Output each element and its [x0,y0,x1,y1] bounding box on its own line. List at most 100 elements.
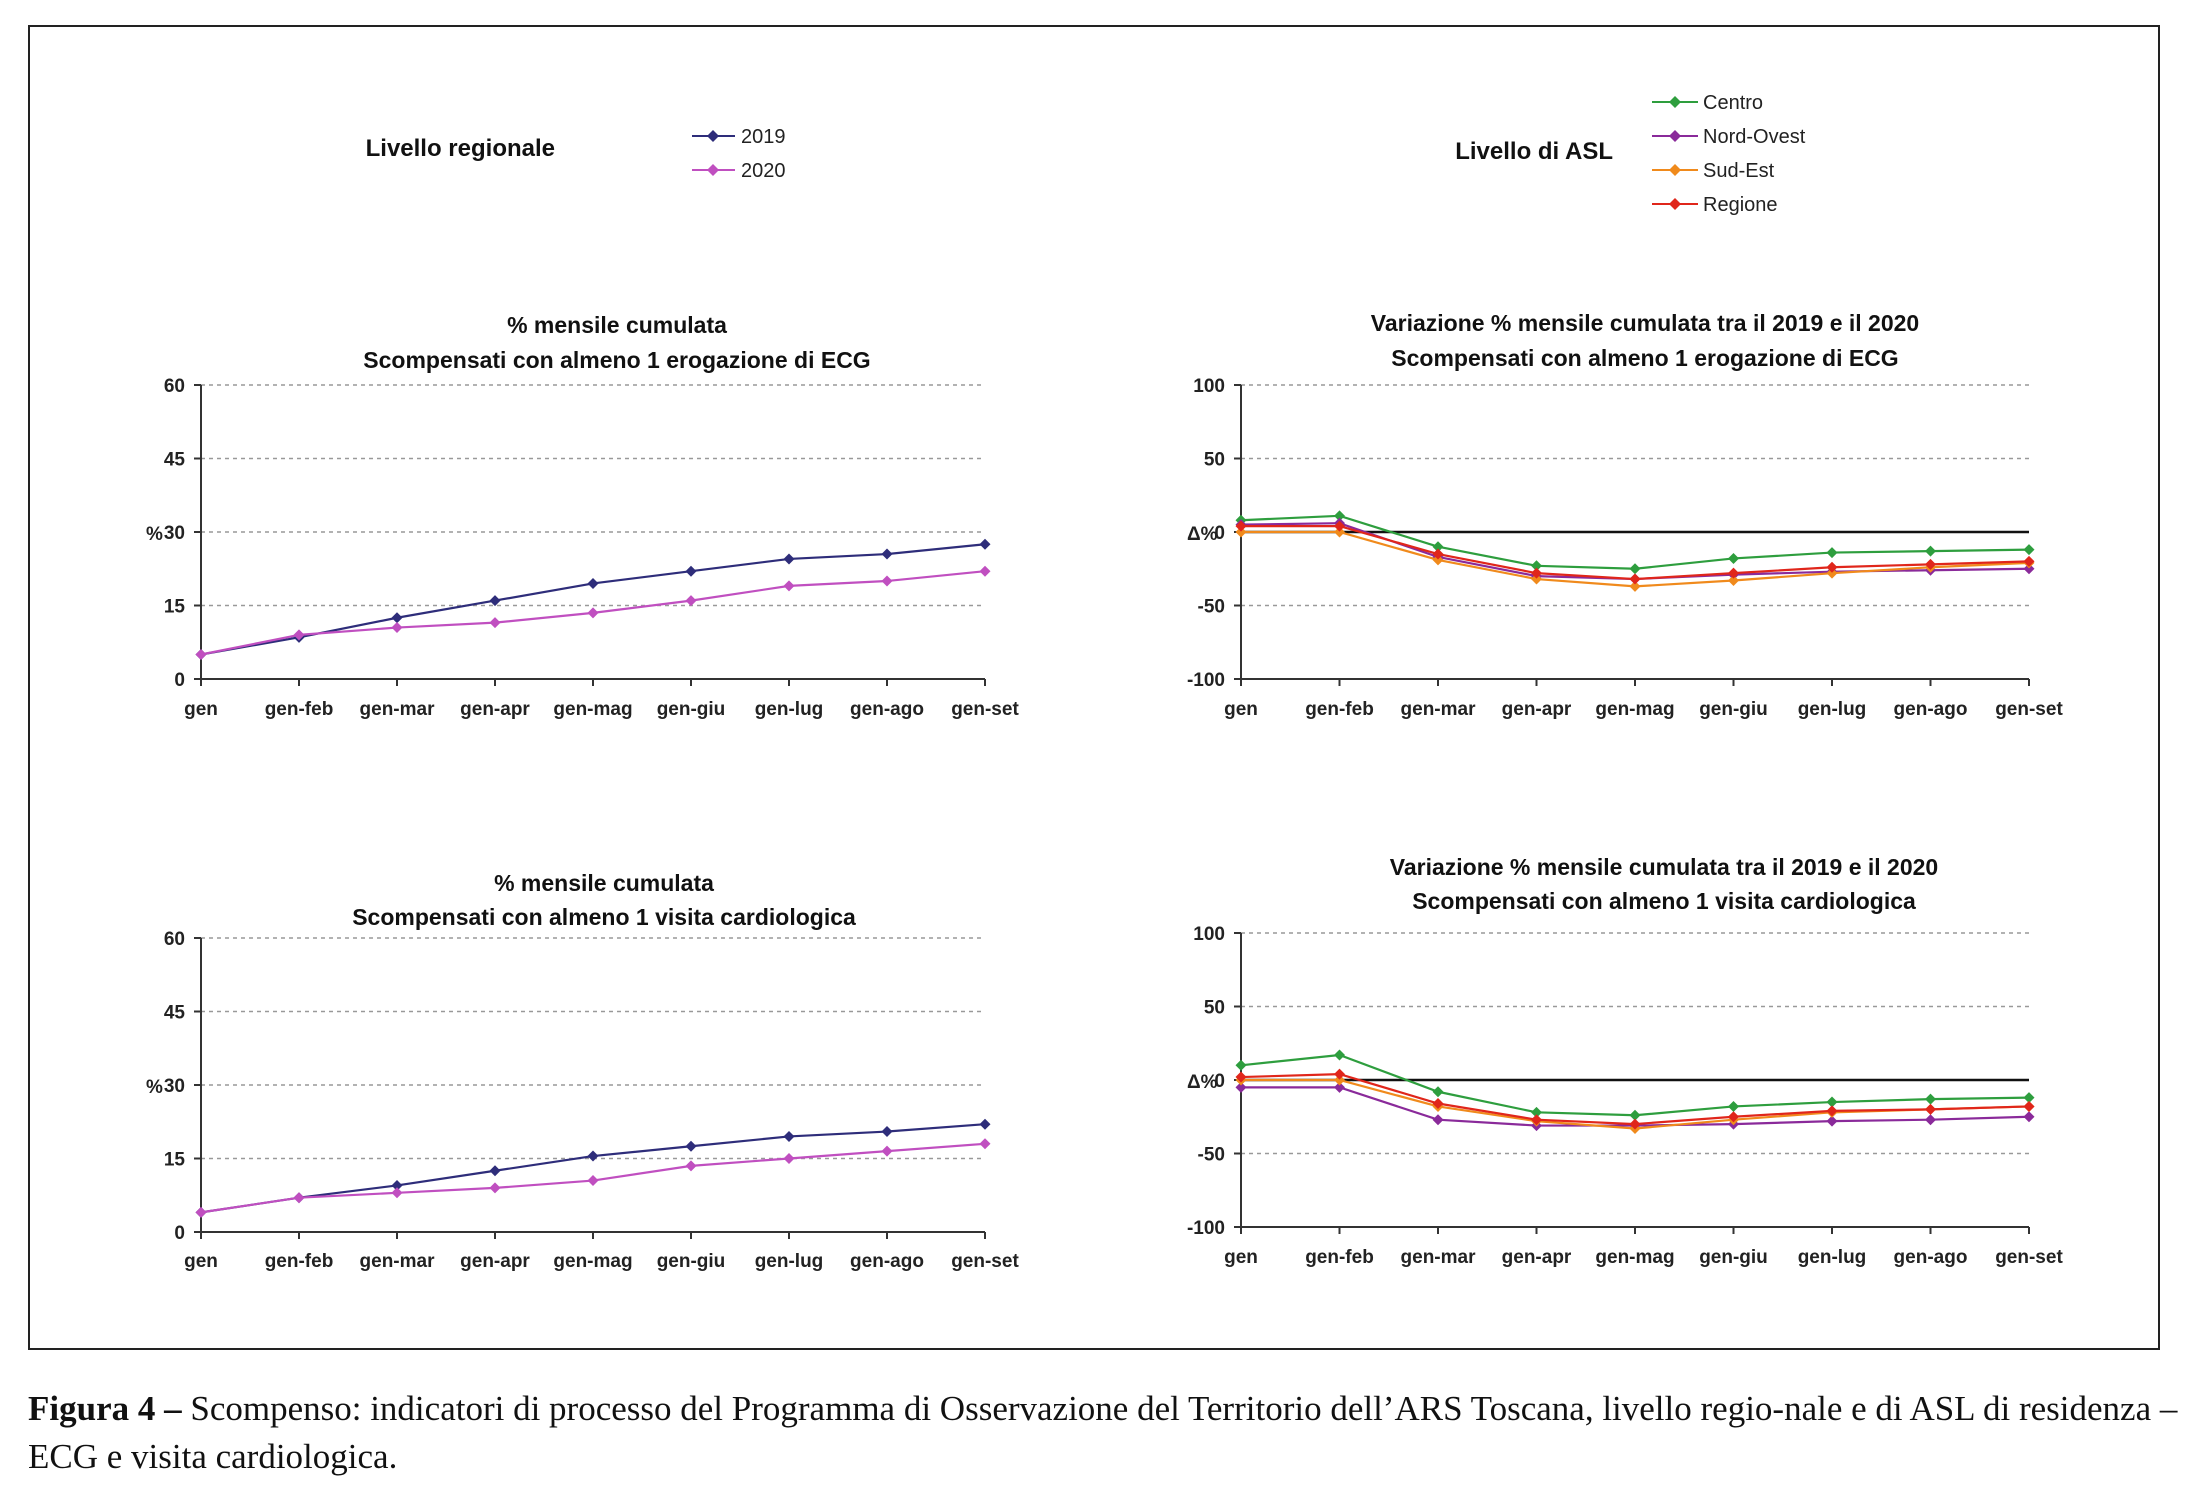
legend-marker-regione [1669,198,1681,210]
point-2020 [391,1187,403,1199]
point-regione [1334,1068,1345,1080]
point-centro [1629,563,1641,575]
point-sud-est [1728,575,1739,587]
y-tick-label: 30 [164,523,185,544]
point-regione [1432,1098,1444,1110]
point-centro [1235,1059,1247,1071]
x-tick-label: gen-ago [850,1251,924,1272]
point-2020 [489,617,501,629]
point-regione [1235,520,1247,532]
y-tick-label: 15 [164,597,186,618]
point-2019 [979,1118,991,1130]
y-tick-label: -50 [1198,1145,1225,1166]
series-line-2019 [200,543,986,656]
y-tick-label: 100 [1193,924,1225,945]
point-regione [1531,1114,1542,1126]
point-centro [1925,1093,1936,1105]
chart-4: Variazione % mensile cumulata tra il 201… [1187,854,2063,1268]
chart-title-line-2: Scompensati con almeno 1 visita cardiolo… [352,904,856,930]
y-tick-label: 0 [1214,1071,1225,1092]
x-tick-label: gen-set [951,1251,1019,1272]
x-tick-label: gen [1224,699,1258,720]
y-tick-label: 0 [174,670,185,691]
point-2019 [489,595,501,607]
x-tick-label: gen-giu [1699,1247,1768,1268]
chart-title-line-1: Variazione % mensile cumulata tra il 201… [1371,310,1919,336]
point-centro [1629,1109,1641,1121]
point-2020 [685,1160,697,1172]
y-tick-label: 0 [174,1223,185,1244]
x-tick-label: gen-mar [1401,1247,1477,1268]
point-2020 [979,1138,991,1150]
point-centro [1826,547,1838,559]
x-tick-label: gen-lug [755,1251,824,1272]
point-nord-ovest [1432,1114,1444,1126]
x-tick-label: gen-giu [657,1251,726,1272]
point-sud-est [1432,554,1444,566]
legend-asl-title: Livello di ASL [1455,138,1613,165]
x-tick-label: gen-mag [553,1251,632,1272]
chart-title-line-1: Variazione % mensile cumulata tra il 201… [1390,854,1938,880]
point-centro [2023,1092,2035,1104]
legend-label-nord-ovest: Nord-Ovest [1703,126,1806,148]
point-2019 [881,1126,893,1138]
point-regione [1629,1118,1641,1130]
point-2020 [881,1145,893,1157]
point-2019 [391,1179,403,1191]
y-tick-label: -100 [1187,1218,1225,1239]
point-nord-ovest [1235,1081,1247,1093]
legend-marker-2019 [707,130,719,142]
y-axis-label: Δ% [1187,524,1218,545]
point-nord-ovest [2023,563,2035,575]
point-2020 [881,575,893,587]
point-2020 [783,1153,795,1164]
legend-label-sud-est: Sud-Est [1703,160,1775,182]
x-tick-label: gen-set [1995,1247,2063,1268]
point-sud-est [1826,567,1838,579]
x-tick-label: gen-ago [850,699,924,720]
x-tick-label: gen-mar [360,699,436,720]
y-tick-label: 30 [164,1076,185,1097]
y-tick-label: -50 [1198,597,1225,618]
x-tick-label: gen-feb [265,699,334,720]
point-regione [1728,1111,1739,1123]
point-nord-ovest [1334,1081,1345,1093]
point-2019 [587,577,599,589]
chart-title-line-2: Scompensati con almeno 1 visita cardiolo… [1412,888,1916,914]
point-nord-ovest [1925,1114,1936,1126]
point-2019 [587,1150,599,1162]
point-centro [1531,1106,1542,1118]
point-regione [1925,558,1936,570]
point-centro [2023,544,2035,556]
legend-label-regione: Regione [1703,194,1778,216]
point-sud-est [1334,526,1345,538]
point-centro [1432,1086,1444,1098]
point-2020 [587,607,599,619]
y-axis-label: % [146,524,163,545]
caption-text: Scompenso: indicatori di processo del Pr… [28,1389,2178,1476]
x-tick-label: gen-giu [657,699,726,720]
legend-label-2020: 2020 [741,160,786,182]
y-tick-label: 60 [164,376,185,397]
point-centro [1728,1100,1739,1112]
point-2020 [685,595,697,607]
figure-canvas: Livello regionale 2019 2020 Livello di ASL C… [146,92,2063,1272]
point-regione [1432,548,1444,560]
legend-marker-nord-ovest [1669,130,1681,142]
x-tick-label: gen-lug [755,699,824,720]
chart-title-line-1: % mensile cumulata [494,870,714,896]
x-tick-label: gen-apr [460,699,530,720]
point-regione [1629,573,1641,585]
figure-frame: Livello regionale 2019 2020 Livello di ASL C… [28,25,2160,1350]
x-tick-label: gen-apr [1502,699,1572,720]
point-regione [1728,567,1739,579]
point-centro [1432,541,1444,553]
legend-label-2019: 2019 [741,126,786,148]
x-tick-label: gen-apr [460,1251,530,1272]
series-line-centro [1240,514,2030,570]
y-tick-label: 15 [164,1150,186,1171]
legend-marker-2020 [707,164,719,176]
chart-2: Variazione % mensile cumulata tra il 201… [1187,310,2063,720]
y-tick-label: 50 [1204,998,1225,1019]
point-centro [1925,545,1936,557]
